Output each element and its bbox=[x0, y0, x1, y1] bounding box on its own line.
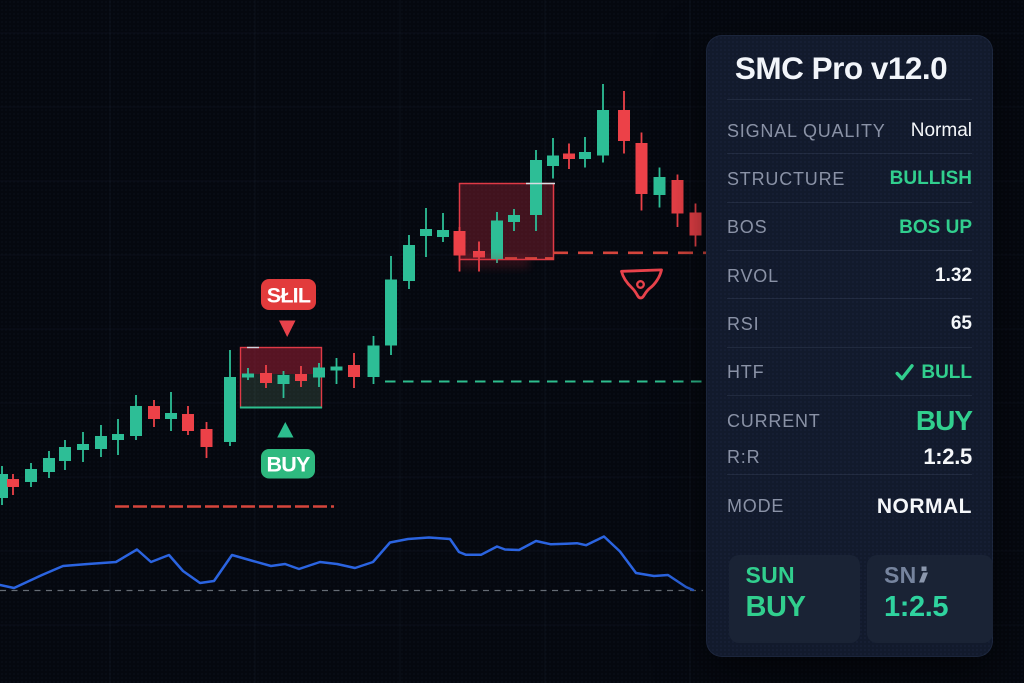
svg-text:BUY: BUY bbox=[267, 453, 310, 477]
svg-text:SŁIL: SŁIL bbox=[267, 284, 311, 308]
